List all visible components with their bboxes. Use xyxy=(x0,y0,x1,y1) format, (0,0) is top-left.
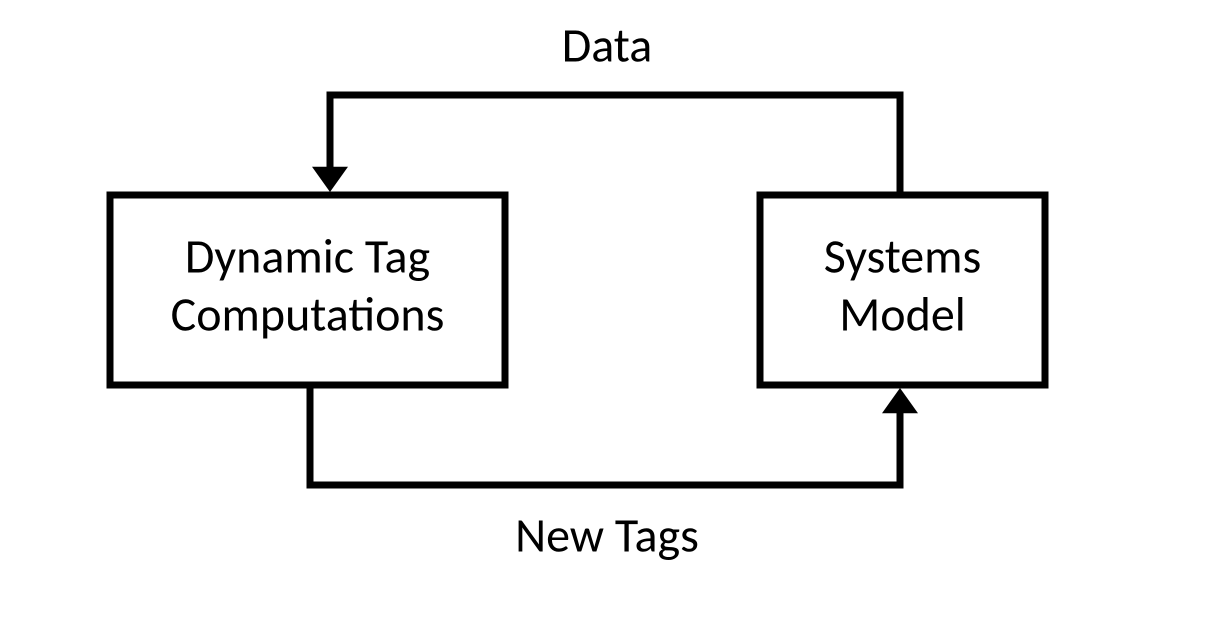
systems-model-label-line-0: Systems xyxy=(824,226,982,285)
arrowhead-icon xyxy=(312,167,348,192)
data-edge-label: Data xyxy=(562,15,653,74)
arrowhead-icon xyxy=(882,388,918,413)
new-tags-edge xyxy=(310,385,900,485)
systems-model-label-line-1: Model xyxy=(839,284,965,343)
new-tags-edge-label: New Tags xyxy=(515,505,699,564)
dynamic-tag-computations: Dynamic TagComputations xyxy=(110,195,505,385)
dynamic-tag-computations-label-line-1: Computations xyxy=(171,284,445,343)
systems-model: SystemsModel xyxy=(760,195,1045,385)
dynamic-tag-computations-label-line-0: Dynamic Tag xyxy=(185,226,430,285)
data-edge xyxy=(330,95,900,195)
